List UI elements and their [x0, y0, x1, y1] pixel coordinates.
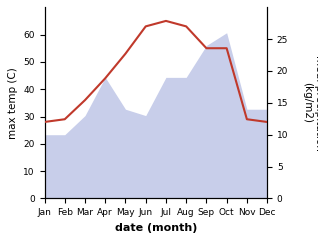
Y-axis label: med. precipitation
(kg/m2): med. precipitation (kg/m2): [302, 55, 318, 151]
X-axis label: date (month): date (month): [114, 223, 197, 233]
Y-axis label: max temp (C): max temp (C): [8, 67, 18, 139]
